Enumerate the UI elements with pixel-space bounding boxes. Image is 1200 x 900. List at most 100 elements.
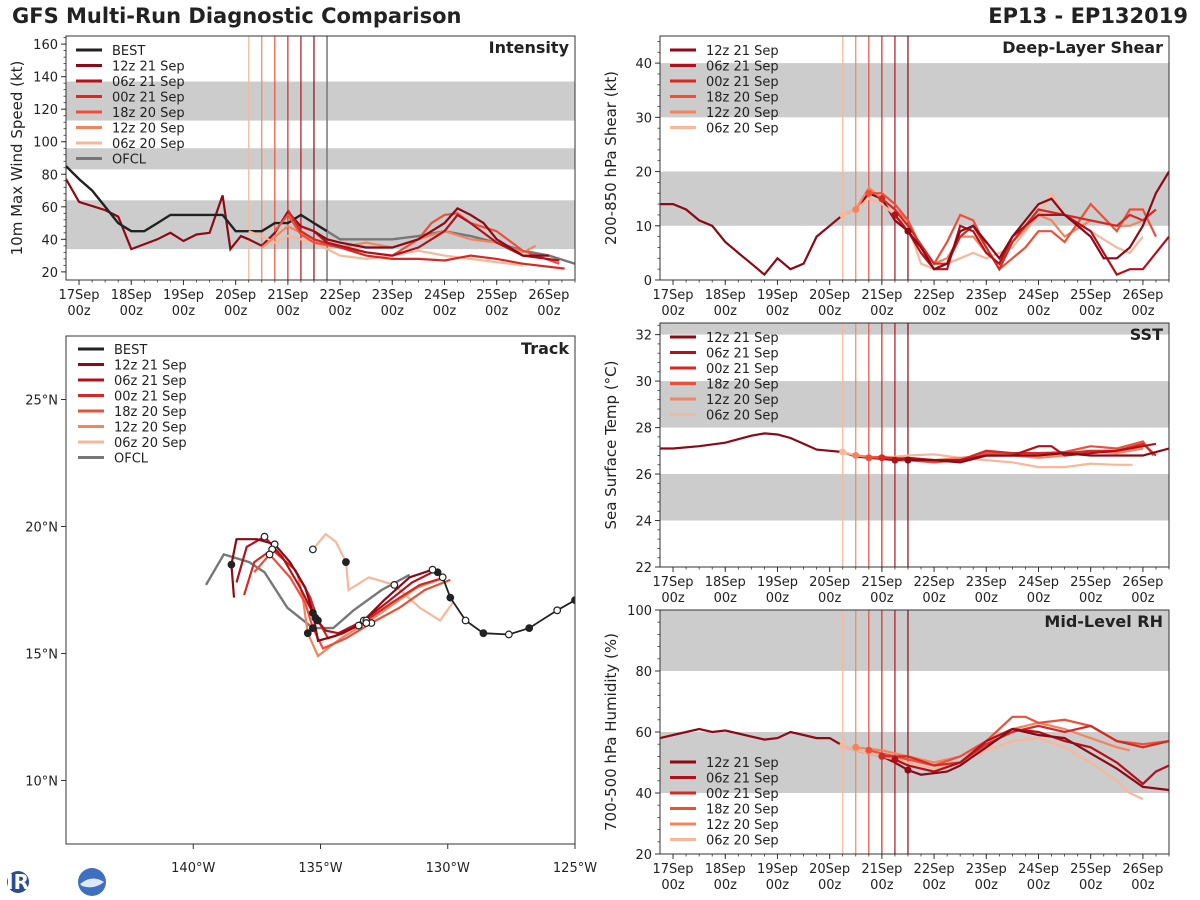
- best-marker: [428, 565, 437, 574]
- y-tick-label: 20: [635, 848, 652, 863]
- shear-plot-area: [660, 36, 1169, 280]
- x-tick-label: 23Sep: [966, 575, 1007, 590]
- sst-panel: 22242628303217Sep00z18Sep00z19Sep00z20Se…: [602, 322, 1170, 606]
- x-tick-label: 19Sep: [757, 862, 798, 877]
- x-tick-label: 20Sep: [809, 575, 850, 590]
- y-axis-label: 700-500 hPa Humidity (%): [602, 633, 620, 831]
- x-tick-label: 00z: [766, 304, 790, 319]
- x-tick-label: 00z: [975, 304, 999, 319]
- init-dot: [904, 766, 912, 774]
- x-tick-label: 00z: [818, 591, 842, 606]
- track-marker: [260, 532, 269, 541]
- x-tick-label: 21Sep: [861, 575, 902, 590]
- track-12z-21-sep: [230, 538, 433, 643]
- x-tick-label: 17Sep: [653, 862, 694, 877]
- x-tick-label: 26Sep: [1122, 288, 1163, 303]
- panel-title: Deep-Layer Shear: [1002, 38, 1163, 57]
- x-tick-label: 22Sep: [320, 288, 361, 303]
- track-06z-21-sep: [235, 535, 439, 635]
- x-tick-label: 00z: [661, 878, 685, 893]
- y-tick-label: 24: [635, 515, 652, 530]
- x-tick-label: 26Sep: [528, 288, 569, 303]
- y-tick-label: 80: [41, 168, 58, 183]
- x-tick-label: 00z: [714, 304, 738, 319]
- x-tick-label: 21Sep: [861, 288, 902, 303]
- legend-label: 12z 21 Sep: [112, 60, 185, 75]
- track-marker: [227, 560, 236, 569]
- init-dot: [878, 195, 886, 203]
- x-tick-label: 125°W: [553, 861, 597, 876]
- x-tick-label: 22Sep: [914, 575, 955, 590]
- y-tick-label: 140: [33, 71, 58, 86]
- series-12z-21-sep: [313, 207, 549, 257]
- y-tick-label: 120: [33, 103, 58, 118]
- x-tick-label: 18Sep: [111, 288, 152, 303]
- x-tick-label: 24Sep: [1018, 575, 1059, 590]
- y-tick-label: 100: [627, 604, 652, 619]
- x-tick-label: 21Sep: [861, 862, 902, 877]
- init-dot: [878, 752, 886, 760]
- cira-logo: CIRA: [4, 868, 106, 896]
- legend-label: 00z 21 Sep: [112, 91, 185, 106]
- best-marker: [571, 596, 575, 605]
- track-panel: 140°W 135°W 130°W 125°W 10°N 15°N 20°N 25°N Trac…: [25, 335, 597, 876]
- best-marker: [553, 606, 562, 615]
- x-tick-label: 00z: [661, 304, 685, 319]
- x-tick-label: 00z: [870, 878, 894, 893]
- x-tick-label: 20Sep: [215, 288, 256, 303]
- series-00z-21-sep: [881, 197, 1157, 272]
- init-dot: [852, 743, 860, 751]
- x-tick-label: 00z: [381, 304, 405, 319]
- x-tick-label: 25Sep: [1070, 575, 1111, 590]
- legend-label: 12z 20 Sep: [114, 421, 187, 436]
- logo-text: CIRA: [4, 870, 45, 894]
- legend-label: 18z 20 Sep: [706, 803, 779, 818]
- x-tick-label: 00z: [537, 304, 561, 319]
- legend-label: 12z 21 Sep: [706, 44, 779, 59]
- init-dot: [839, 448, 847, 456]
- x-tick-label: 23Sep: [372, 288, 413, 303]
- x-tick-label: 00z: [433, 304, 457, 319]
- series-00z-21-sep: [286, 209, 565, 270]
- x-tick-label: 17Sep: [653, 575, 694, 590]
- y-tick-label: 0: [644, 274, 652, 289]
- x-tick-label: 140°W: [171, 861, 215, 876]
- init-dot: [865, 189, 873, 197]
- x-tick-label: 00z: [766, 591, 790, 606]
- y-tick-label: 40: [635, 787, 652, 802]
- init-dot: [891, 211, 899, 219]
- x-tick-label: 00z: [276, 304, 300, 319]
- y-tick-label: 28: [635, 422, 652, 437]
- y-axis-label: Sea Surface Temp (°C): [602, 360, 620, 529]
- x-tick-label: 00z: [870, 304, 894, 319]
- x-tick-label: 26Sep: [1122, 862, 1163, 877]
- x-tick-label: 00z: [1079, 591, 1103, 606]
- track-marker: [314, 616, 322, 625]
- x-tick-label: 00z: [766, 878, 790, 893]
- legend-label: 18z 20 Sep: [114, 405, 187, 420]
- rh-panel: 2040608010017Sep00z18Sep00z19Sep00z20Sep…: [602, 604, 1170, 893]
- x-tick-label: 25Sep: [1070, 288, 1111, 303]
- legend-label: 06z 20 Sep: [706, 409, 779, 424]
- legend-label: BEST: [114, 343, 147, 358]
- legend-label: 12z 21 Sep: [706, 756, 779, 771]
- best-marker: [446, 593, 455, 602]
- gray-band: [660, 171, 1169, 226]
- init-dot: [839, 742, 847, 750]
- gray-band: [660, 610, 1169, 671]
- legend-label: 06z 20 Sep: [706, 834, 779, 849]
- legend-label: 12z 20 Sep: [706, 106, 779, 121]
- history-line: [66, 178, 315, 252]
- intensity-frame: [65, 35, 576, 281]
- series-12z-21-sep: [907, 171, 1169, 271]
- y-tick-label: 10°N: [25, 775, 58, 790]
- shear-frame: [659, 35, 1170, 281]
- x-tick-label: 00z: [1079, 878, 1103, 893]
- track-plot-area: [204, 532, 575, 658]
- x-tick-label: 00z: [818, 878, 842, 893]
- best-marker: [461, 616, 470, 625]
- x-tick-label: 25Sep: [1070, 862, 1111, 877]
- track-marker: [390, 581, 399, 589]
